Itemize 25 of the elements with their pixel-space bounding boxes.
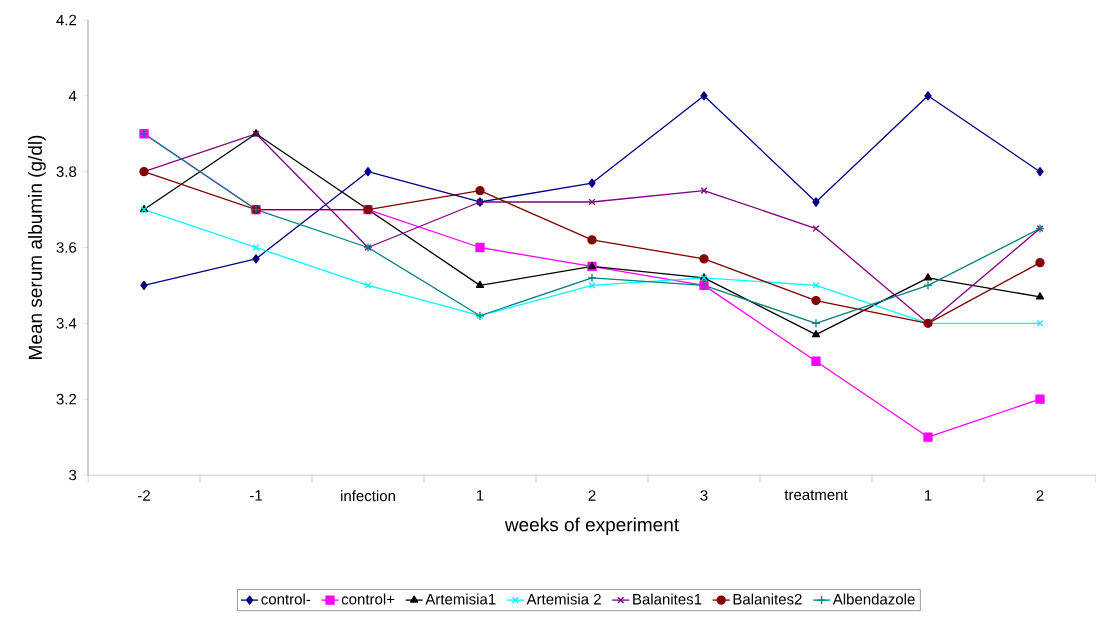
legend-label: Artemisia1 xyxy=(425,593,496,605)
x-tick-label: 2 xyxy=(1036,490,1044,501)
y-tick-label: 3.6 xyxy=(56,242,77,253)
x-tick-label: -1 xyxy=(250,490,262,501)
legend-label: Balanites1 xyxy=(633,593,702,605)
y-tick-label: 3.2 xyxy=(56,393,77,405)
y-tick-label: 3 xyxy=(69,469,77,481)
legend-label: control+ xyxy=(341,593,395,605)
y-tick-label: 3.4 xyxy=(56,318,77,329)
x-tick-label: -2 xyxy=(138,490,150,501)
x-tick-label: treatment xyxy=(784,490,848,501)
legend-label: Balanites2 xyxy=(733,593,802,605)
y-tick-label: 4.2 xyxy=(56,14,77,26)
y-tick-label: 3.8 xyxy=(56,166,77,177)
legend-label: control- xyxy=(261,593,311,605)
y-axis-title: Mean serum albumin (g/dl) xyxy=(28,135,46,359)
x-tick-label: 1 xyxy=(476,490,484,501)
x-tick-label: infection xyxy=(341,490,395,502)
y-tick-label: 4 xyxy=(68,90,77,101)
x-tick-label: 2 xyxy=(588,490,596,501)
legend-label: Albendazole xyxy=(832,593,915,605)
x-tick-label: 3 xyxy=(700,490,708,501)
x-tick-label: 1 xyxy=(924,490,932,501)
x-axis-title: weeks of experiment xyxy=(504,517,679,536)
legend-label: Artemisia 2 xyxy=(526,593,601,605)
